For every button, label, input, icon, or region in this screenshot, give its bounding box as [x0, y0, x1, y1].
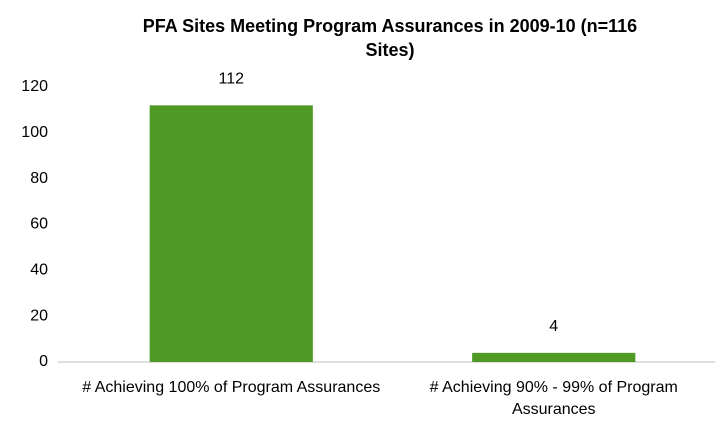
chart-title: PFA Sites Meeting Program Assurances in … [142, 16, 638, 60]
y-tick-label: 40 [30, 262, 48, 279]
x-tick-label: # Achieving 90% - 99% of Program Assuran… [429, 379, 678, 418]
y-tick-label: 20 [30, 307, 48, 324]
bar [472, 352, 636, 362]
bar [149, 105, 313, 362]
y-tick-label: 80 [30, 170, 48, 187]
x-tick-label: # Achieving 100% of Program Assurances [82, 379, 381, 396]
y-tick-label: 60 [30, 216, 48, 233]
data-label: 4 [549, 318, 558, 335]
y-tick-label: 100 [21, 124, 48, 141]
y-tick-label: 120 [21, 78, 48, 95]
y-tick-label: 0 [39, 353, 48, 370]
data-label: 112 [218, 71, 244, 88]
